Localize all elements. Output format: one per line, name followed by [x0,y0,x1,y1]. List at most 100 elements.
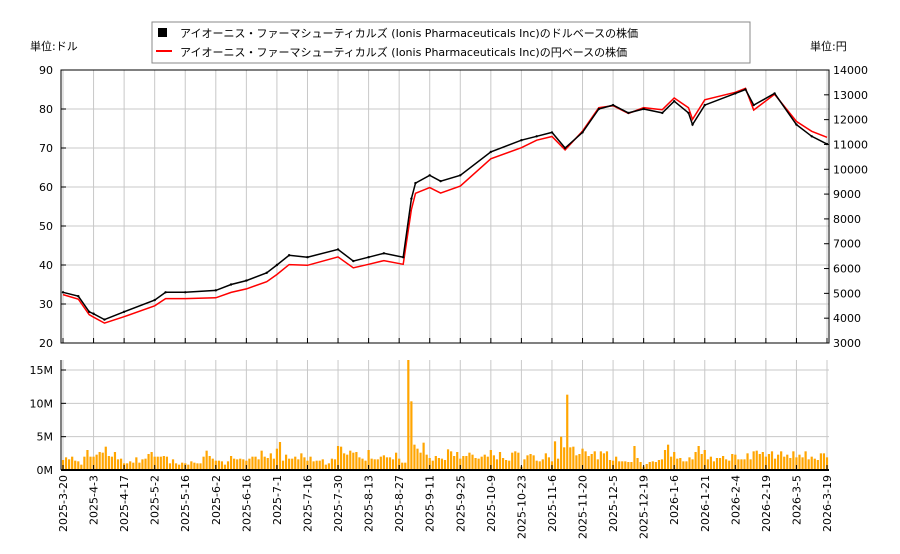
legend-black-square-icon [158,28,167,37]
volume-bar [395,452,398,470]
axes: 2025-3-20 2025-4-3 2025-4-17 2025-5-2 2025-5… [30,64,869,539]
price-plot-frame [60,69,830,344]
volume-bar [758,454,761,470]
usd-price-point [367,256,370,259]
usd-price-point [687,111,690,115]
x-tick-label: 2025-9-11 [424,475,437,532]
volume-bar [248,458,251,470]
x-tick-label: 2026-1-21 [699,475,712,532]
usd-price-point [439,179,442,183]
y-tick-label-left: 60 [39,181,53,194]
volume-bar [789,458,792,470]
volume-bar [401,462,404,470]
volume-bar [498,452,502,470]
volume-bar [77,461,80,470]
volume-bar [144,458,147,470]
volume-bar [71,456,74,470]
usd-price-point [245,279,248,282]
volume-bar [618,461,621,470]
volume-bar [275,448,279,470]
usd-price-point [581,131,584,134]
x-tick-label: 2025-7-16 [301,475,314,532]
volume-bar [456,452,459,470]
usd-price-point [61,291,65,294]
volume-bar [110,456,113,470]
y-tick-label-right: 6000 [833,263,861,276]
volume-bar [153,456,156,470]
volume-bar [355,452,358,470]
volume-bar [284,454,288,470]
usd-price-point [87,310,91,313]
volume-bar [636,458,639,470]
volume-bar [159,456,162,470]
volume-bar [236,459,239,470]
volume-bar [813,458,816,470]
volume-bar [226,461,230,470]
x-tick-label: 2025-8-27 [393,475,406,532]
left-unit-label: 単位:ドル [30,39,78,53]
volume-bar [670,456,673,470]
volume-bar [205,450,208,470]
volume-bar [446,449,450,470]
volume-bar [691,459,694,470]
volume-bar [792,451,795,470]
volume-bar [587,456,590,470]
volume-bar [621,461,624,470]
y-tick-label-right: 7000 [833,238,861,251]
volume-bar [303,457,306,470]
volume-bar [654,462,657,470]
usd-price-point [489,150,493,154]
volume-bar [361,458,364,470]
volume-bar [660,459,664,470]
volume-bar [453,456,456,470]
volume-bar [715,458,719,470]
volume-bar [728,460,731,470]
volume-bar [339,446,343,470]
x-tick-label: 2025-11-6 [546,475,559,532]
volume-bar [346,454,349,470]
y-tick-label-right: 5000 [833,287,861,300]
volume-bar [553,441,557,470]
usd-price-point [306,256,309,259]
usd-price-point [459,174,462,177]
volume-bar [263,456,266,470]
usd-price-point [535,135,538,138]
volume-bar [474,458,477,470]
y-tick-label-right: 9000 [833,188,861,201]
y-tick-label-left: 40 [39,259,53,272]
volume-bar [746,453,749,470]
volume-bar [676,458,679,470]
volume-bar [281,460,285,470]
volume-bar [471,454,474,470]
volume-bar [300,453,303,470]
usd-price-point [103,318,106,321]
usd-price-point [164,291,167,294]
usd-price-point [744,88,747,91]
volume-bar [382,455,385,470]
volume-bar [324,464,327,470]
usd-price-point [265,271,268,274]
volume-bar [819,453,822,470]
x-tick-label: 2025-8-13 [363,475,376,532]
volume-bar [777,454,780,470]
x-tick-label: 2025-3-20 [57,475,70,532]
x-tick-label: 2025-12-5 [607,475,620,532]
usd-price-point [414,181,417,185]
legend-jpy-label: アイオーニス・ファーマシューティカルズ (Ionis Pharmaceutica… [180,45,627,59]
volume-bar [431,460,434,470]
volume-bar [404,462,407,470]
volume-bar [364,460,367,470]
usd-price-point [550,131,554,134]
volume-bar [673,452,676,470]
volume-bar [113,452,117,470]
volume-bar [291,458,294,470]
volume-bar [391,459,395,470]
volume-bar [563,447,566,470]
volume-bar [599,451,602,470]
volume-bar [83,456,86,470]
volume-bar [92,456,95,470]
usd-price-point [795,123,798,126]
volume-bar [309,456,312,470]
volume-bar [98,452,101,470]
volume-bar [798,454,801,470]
